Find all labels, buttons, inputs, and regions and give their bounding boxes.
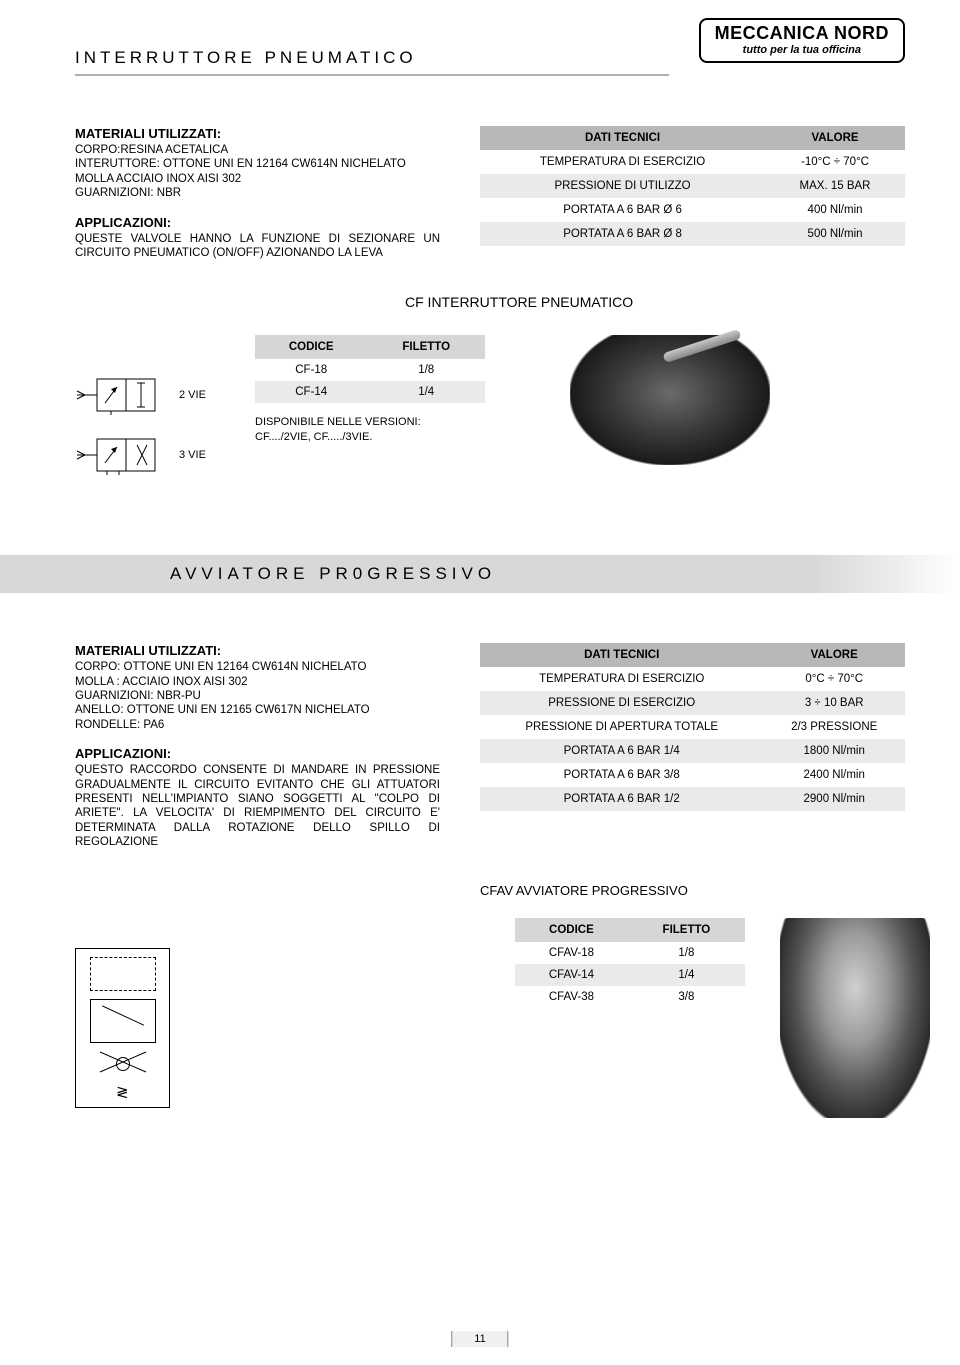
table-row: PORTATA A 6 BAR 1/41800 Nl/min bbox=[480, 739, 905, 763]
applications-heading: APPLICAZIONI: bbox=[75, 215, 440, 230]
materials-heading: MATERIALI UTILIZZATI: bbox=[75, 126, 440, 141]
table-row: PORTATA A 6 BAR 3/82400 Nl/min bbox=[480, 763, 905, 787]
logo-main: MECCANICA NORD bbox=[715, 23, 889, 44]
th-codice-2: CODICE bbox=[515, 918, 628, 942]
table-row: TEMPERATURA DI ESERCIZIO-10°C ÷ 70°C bbox=[480, 150, 905, 174]
brand-logo: MECCANICA NORD tutto per la tua officina bbox=[699, 18, 905, 63]
code-table-2: CODICE FILETTO CFAV-181/8 CFAV-141/4 CFA… bbox=[515, 918, 745, 1008]
applications-text-2: QUESTO RACCORDO CONSENTE DI MANDARE IN P… bbox=[75, 763, 440, 849]
th-valore: VALORE bbox=[765, 126, 905, 150]
table-row: CF-181/8 bbox=[255, 359, 485, 381]
section2-title: AVVIATORE PR0GRESSIVO bbox=[170, 564, 496, 583]
materials-text-2: CORPO: OTTONE UNI EN 12164 CW614N NICHEL… bbox=[75, 660, 440, 732]
product2-image bbox=[780, 918, 930, 1118]
valve-symbol-2way-icon bbox=[75, 375, 167, 415]
product2-title: CFAV AVVIATORE PROGRESSIVO bbox=[480, 883, 905, 898]
product1-image bbox=[570, 335, 770, 465]
table-row: CFAV-181/8 bbox=[515, 942, 745, 964]
page-number: 11 bbox=[451, 1331, 508, 1347]
table-row: PRESSIONE DI UTILIZZOMAX. 15 BAR bbox=[480, 174, 905, 198]
materials-heading-2: MATERIALI UTILIZZATI: bbox=[75, 643, 440, 658]
table-row: TEMPERATURA DI ESERCIZIO0°C ÷ 70°C bbox=[480, 667, 905, 691]
table-row: PORTATA A 6 BAR Ø 6400 Nl/min bbox=[480, 198, 905, 222]
th-dati-2: DATI TECNICI bbox=[480, 643, 763, 667]
th-filetto-2: FILETTO bbox=[628, 918, 745, 942]
logo-sub: tutto per la tua officina bbox=[715, 44, 889, 56]
th-valore-2: VALORE bbox=[763, 643, 905, 667]
table-row: PRESSIONE DI APERTURA TOTALE2/3 PRESSION… bbox=[480, 715, 905, 739]
section2-title-bar: AVVIATORE PR0GRESSIVO bbox=[0, 555, 960, 593]
title-underline bbox=[75, 74, 669, 76]
tech-data-table-2: DATI TECNICI VALORE TEMPERATURA DI ESERC… bbox=[480, 643, 905, 811]
table-row: PORTATA A 6 BAR Ø 8500 Nl/min bbox=[480, 222, 905, 246]
starter-schematic-icon: ≷ bbox=[75, 948, 170, 1108]
applications-heading-2: APPLICAZIONI: bbox=[75, 746, 440, 761]
th-filetto: FILETTO bbox=[367, 335, 485, 359]
section1-title: INTERRUTTORE PNEUMATICO bbox=[75, 48, 669, 68]
page-header: INTERRUTTORE PNEUMATICO MECCANICA NORD t… bbox=[75, 18, 905, 76]
symbol-label-2vie: 2 VIE bbox=[179, 389, 206, 401]
table-row: CFAV-141/4 bbox=[515, 964, 745, 986]
table-row: PRESSIONE DI ESERCIZIO3 ÷ 10 BAR bbox=[480, 691, 905, 715]
versions-note: DISPONIBILE NELLE VERSIONI: CF..../2VIE,… bbox=[255, 415, 535, 444]
table-row: PORTATA A 6 BAR 1/22900 Nl/min bbox=[480, 787, 905, 811]
valve-symbol-3way-icon bbox=[75, 435, 167, 475]
materials-text: CORPO:RESINA ACETALICA INTERUTTORE: OTTO… bbox=[75, 143, 440, 201]
table-row: CF-141/4 bbox=[255, 381, 485, 403]
code-table-1: CODICE FILETTO CF-181/8 CF-141/4 bbox=[255, 335, 485, 403]
th-codice: CODICE bbox=[255, 335, 367, 359]
tech-data-table: DATI TECNICI VALORE TEMPERATURA DI ESERC… bbox=[480, 126, 905, 246]
table-row: CFAV-383/8 bbox=[515, 986, 745, 1008]
symbol-label-3vie: 3 VIE bbox=[179, 449, 206, 461]
th-dati: DATI TECNICI bbox=[480, 126, 765, 150]
applications-text: QUESTE VALVOLE HANNO LA FUNZIONE DI SEZI… bbox=[75, 232, 440, 261]
product1-title: CF INTERRUTTORE PNEUMATICO bbox=[405, 294, 905, 310]
